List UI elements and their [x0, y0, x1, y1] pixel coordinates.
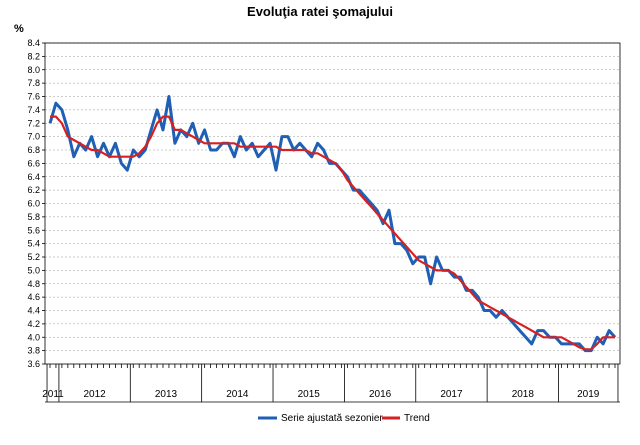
year-label-2013: 2013: [155, 389, 178, 400]
year-label-2016: 2016: [369, 389, 392, 400]
y-tick-label: 5.4: [27, 239, 40, 249]
y-tick-label: 7.8: [27, 78, 40, 88]
year-label-2015: 2015: [298, 389, 321, 400]
y-unit-label: %: [14, 23, 24, 35]
y-tick-label: 7.6: [27, 92, 40, 102]
year-label-2017: 2017: [440, 389, 463, 400]
series-line-trend: [50, 115, 615, 351]
y-tick-label: 3.8: [27, 346, 40, 356]
y-tick-label: 4.4: [27, 306, 40, 316]
grid-layer: [44, 42, 621, 365]
y-tick-label: 6.2: [27, 185, 40, 195]
legend: Serie ajustată sezonier Trend: [258, 413, 430, 424]
year-label-2019: 2019: [577, 389, 600, 400]
y-tick-label: 8.4: [27, 38, 40, 48]
year-label-2012: 2012: [83, 389, 106, 400]
x-axis: 2011 2012 2013 2014 2015 2016 2017 2018 2019: [42, 364, 620, 403]
y-tick-label: 7.4: [27, 105, 40, 115]
year-label-2011: 2011: [42, 389, 64, 400]
y-tick-label: 5.2: [27, 252, 40, 262]
y-tick-label: 4.6: [27, 292, 40, 302]
y-tick-label: 6.8: [27, 145, 40, 155]
legend-label-seasonally-adjusted: Serie ajustată sezonier: [281, 413, 383, 424]
y-axis: 3.6 3.8 4.0 4.2 4.4 4.6 4.8 5.0 5.2 5.4 5.6 5.8 6.0 6…: [27, 38, 45, 369]
y-tick-label: 8.2: [27, 51, 40, 61]
y-tick-label: 5.0: [27, 265, 40, 275]
y-tick-label: 7.2: [27, 118, 40, 128]
y-tick-label: 6.4: [27, 172, 40, 182]
y-tick-label: 5.6: [27, 225, 40, 235]
y-tick-label: 4.8: [27, 279, 40, 289]
series-line-seasonally-adjusted: [48, 95, 617, 353]
y-tick-label: 6.6: [27, 158, 40, 168]
legend-label-trend: Trend: [404, 413, 430, 424]
y-tick-label: 6.0: [27, 199, 40, 209]
year-label-2014: 2014: [226, 389, 249, 400]
chart-title: Evoluţia ratei şomajului: [247, 4, 393, 19]
y-tick-label: 5.8: [27, 212, 40, 222]
y-tick-label: 8.0: [27, 65, 40, 75]
year-label-2018: 2018: [512, 389, 535, 400]
y-tick-label: 3.6: [27, 359, 40, 369]
y-tick-label: 7.0: [27, 132, 40, 142]
y-tick-label: 4.0: [27, 332, 40, 342]
y-tick-label: 4.2: [27, 319, 40, 329]
series-layer: [48, 95, 617, 353]
